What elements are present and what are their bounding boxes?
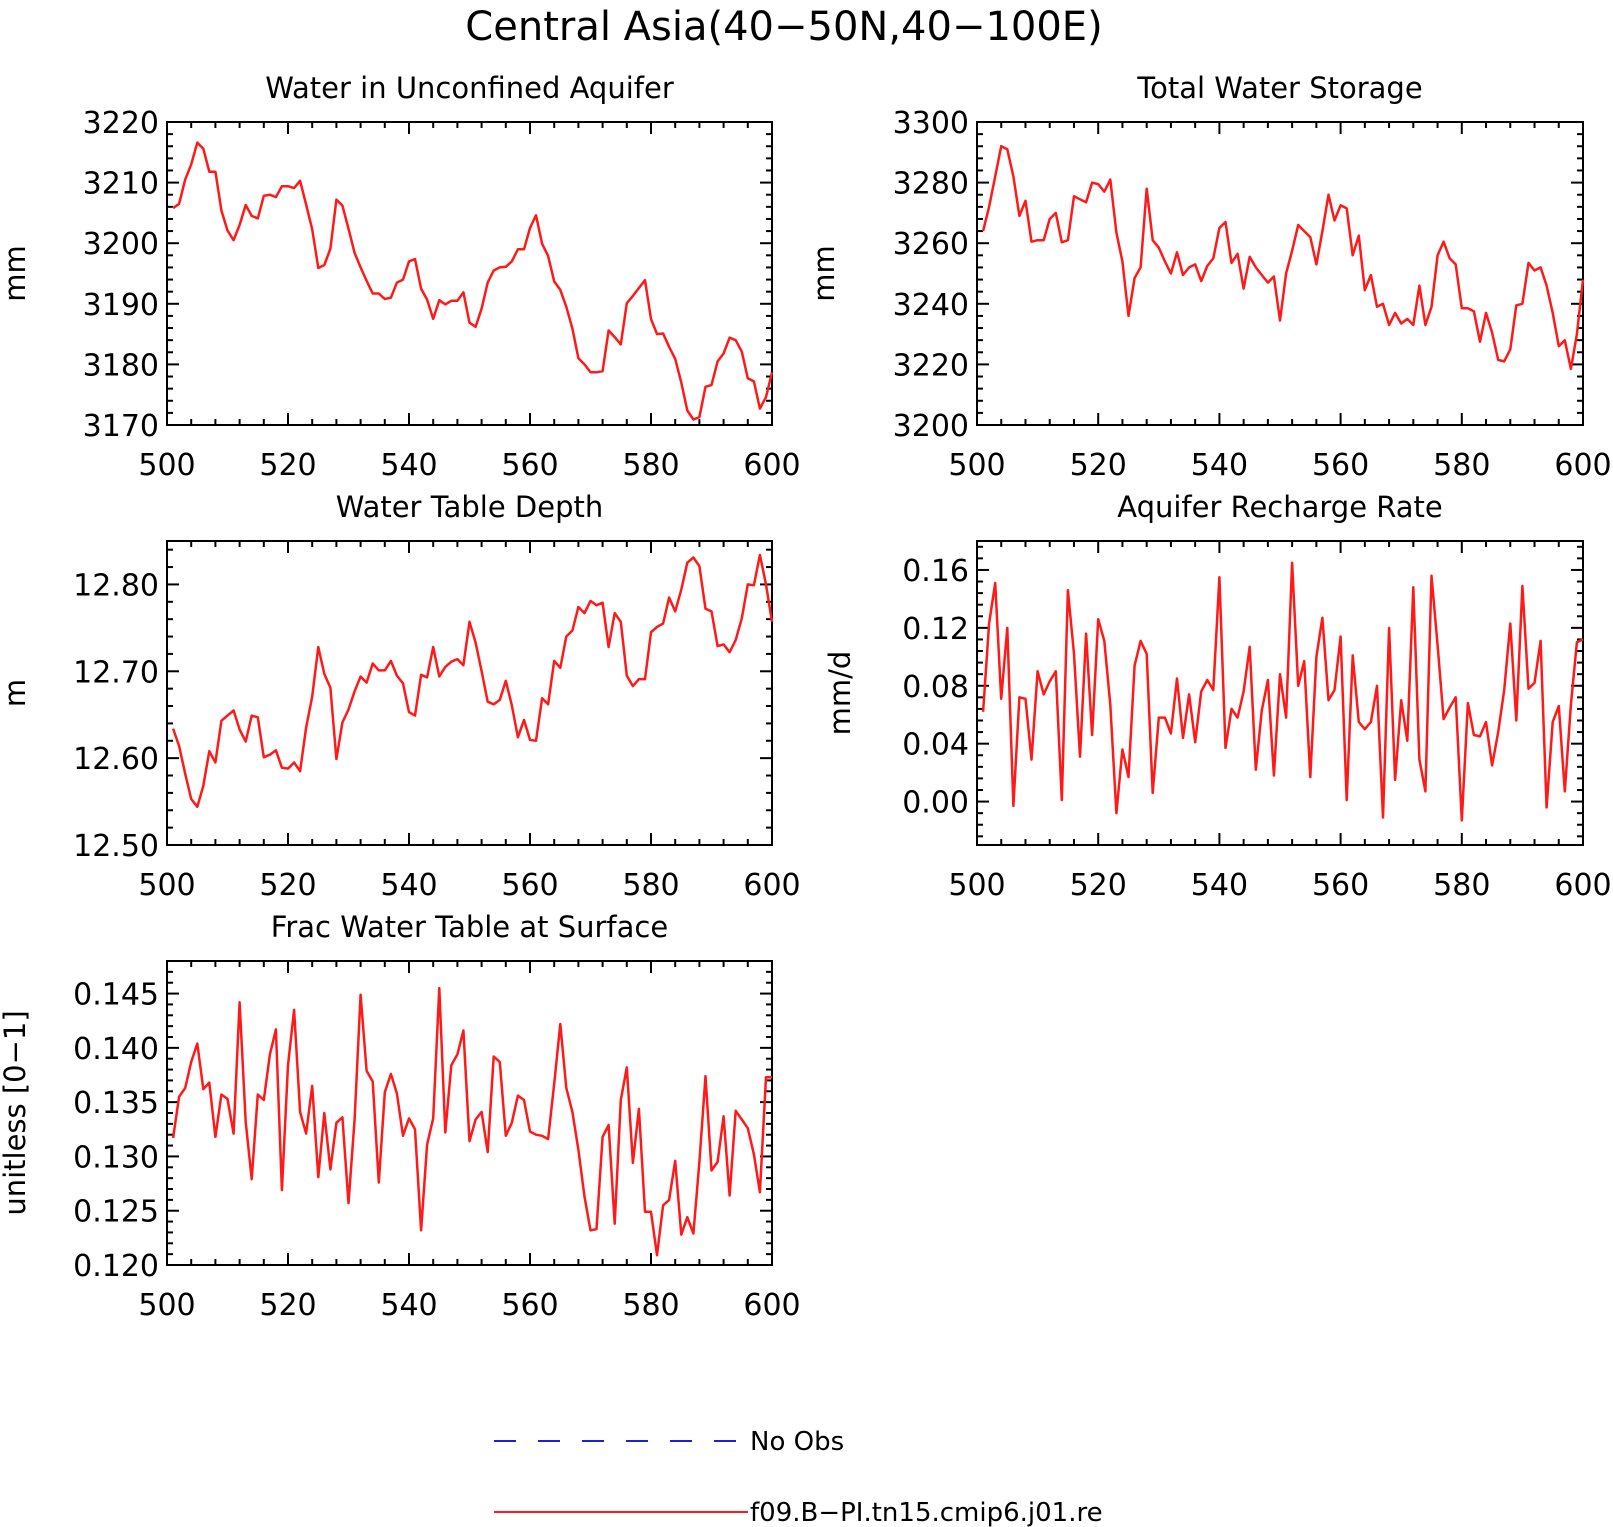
x-tick-label: 520 <box>1070 868 1127 903</box>
x-tick-label: 520 <box>259 868 316 903</box>
y-tick-label: 3300 <box>893 106 969 141</box>
x-tick-label: 500 <box>948 448 1005 483</box>
x-tick-label: 540 <box>1191 448 1248 483</box>
x-tick-label: 580 <box>622 1288 679 1323</box>
x-tick-label: 540 <box>380 1288 437 1323</box>
x-tick-label: 580 <box>622 448 679 483</box>
y-tick-label: 0.04 <box>902 728 969 763</box>
x-tick-label: 560 <box>1312 448 1369 483</box>
panels: Water in Unconfined Aquifer mm 500 520 540 56… <box>0 71 1612 1323</box>
legend-label-no-obs: No Obs <box>750 1427 844 1457</box>
x-tick-label: 520 <box>259 1288 316 1323</box>
y-tick-label: 3280 <box>893 167 969 202</box>
y-tick-label: 3200 <box>83 227 159 262</box>
y-tick-label: 0.140 <box>73 1032 159 1067</box>
y-tick-label: 12.50 <box>73 829 159 864</box>
y-axis-label: mm <box>0 245 32 302</box>
x-tick-label: 580 <box>1433 448 1490 483</box>
y-tick-label: 3260 <box>893 227 969 262</box>
x-tick-label: 560 <box>1312 868 1369 903</box>
panel-3: Water Table Depth m 500 520 540 560 580 600 12.5… <box>0 490 801 903</box>
x-tick-label: 500 <box>138 448 195 483</box>
series-line-1 <box>171 553 774 809</box>
series-line-1 <box>981 144 1585 371</box>
panel-4: Aquifer Recharge Rate mm/d 500 520 540 560 580… <box>823 490 1612 903</box>
x-tick-label: 580 <box>622 868 679 903</box>
y-tick-label: 3180 <box>83 348 159 383</box>
y-tick-label: 0.12 <box>902 612 969 647</box>
x-tick-label: 500 <box>948 868 1005 903</box>
y-tick-label: 0.125 <box>73 1195 159 1230</box>
y-axis-label: unitless [0−1] <box>0 1010 32 1215</box>
y-axis-label: mm/d <box>823 651 857 736</box>
y-tick-label: 12.80 <box>73 568 159 603</box>
plot-frame <box>166 121 773 426</box>
y-tick-label: 3220 <box>893 348 969 383</box>
x-tick-label: 600 <box>743 1288 800 1323</box>
x-tick-label: 560 <box>501 868 558 903</box>
x-tick-label: 560 <box>501 448 558 483</box>
x-tick-label: 540 <box>380 868 437 903</box>
plot-frame <box>976 121 1584 426</box>
panel-title: Total Water Storage <box>1136 71 1422 105</box>
y-tick-label: 12.70 <box>73 655 159 690</box>
x-tick-label: 600 <box>1554 868 1611 903</box>
series-line-1 <box>172 141 774 421</box>
panel-title: Water Table Depth <box>336 490 604 524</box>
panel-title: Water in Unconfined Aquifer <box>265 71 674 105</box>
y-axis-label: mm <box>807 245 841 302</box>
series-line-1 <box>171 986 772 1257</box>
x-tick-label: 540 <box>1191 868 1248 903</box>
y-tick-label: 3170 <box>83 409 159 444</box>
plot-frame <box>976 540 1584 846</box>
x-tick-label: 520 <box>1070 448 1127 483</box>
y-tick-label: 0.08 <box>902 670 969 705</box>
y-tick-label: 3220 <box>83 106 159 141</box>
figure-title: Central Asia(40−50N,40−100E) <box>465 4 1102 50</box>
y-tick-label: 12.60 <box>73 742 159 777</box>
x-tick-label: 500 <box>138 868 195 903</box>
x-tick-label: 500 <box>138 1288 195 1323</box>
x-tick-label: 600 <box>1554 448 1611 483</box>
x-tick-label: 600 <box>743 868 800 903</box>
y-tick-label: 0.16 <box>902 554 969 589</box>
y-axis-label: m <box>0 679 32 707</box>
series-line-1 <box>981 561 1584 822</box>
y-tick-label: 3210 <box>83 167 159 202</box>
panel-2: Total Water Storage mm 500 520 540 560 580 600 3… <box>807 71 1612 483</box>
panel-1: Water in Unconfined Aquifer mm 500 520 540 56… <box>0 71 801 483</box>
legend: No Obs f09.B−PI.tn15.cmip6.j01.re <box>494 1427 1103 1527</box>
y-tick-label: 0.135 <box>73 1086 159 1121</box>
legend-label-model: f09.B−PI.tn15.cmip6.j01.re <box>750 1498 1103 1527</box>
y-tick-label: 0.120 <box>73 1249 159 1284</box>
x-tick-label: 560 <box>501 1288 558 1323</box>
y-tick-label: 0.00 <box>902 786 969 821</box>
x-tick-label: 580 <box>1433 868 1490 903</box>
x-tick-label: 520 <box>259 448 316 483</box>
plot-frame <box>166 540 773 846</box>
y-tick-label: 3190 <box>83 288 159 323</box>
panel-title: Frac Water Table at Surface <box>271 910 668 944</box>
y-tick-label: 0.130 <box>73 1140 159 1175</box>
y-tick-label: 3240 <box>893 288 969 323</box>
x-tick-label: 540 <box>380 448 437 483</box>
x-tick-label: 600 <box>743 448 800 483</box>
y-tick-label: 3200 <box>893 409 969 444</box>
panel-5: Frac Water Table at Surface unitless [0−1… <box>0 910 801 1323</box>
panel-title: Aquifer Recharge Rate <box>1117 490 1443 524</box>
y-tick-label: 0.145 <box>73 978 159 1013</box>
